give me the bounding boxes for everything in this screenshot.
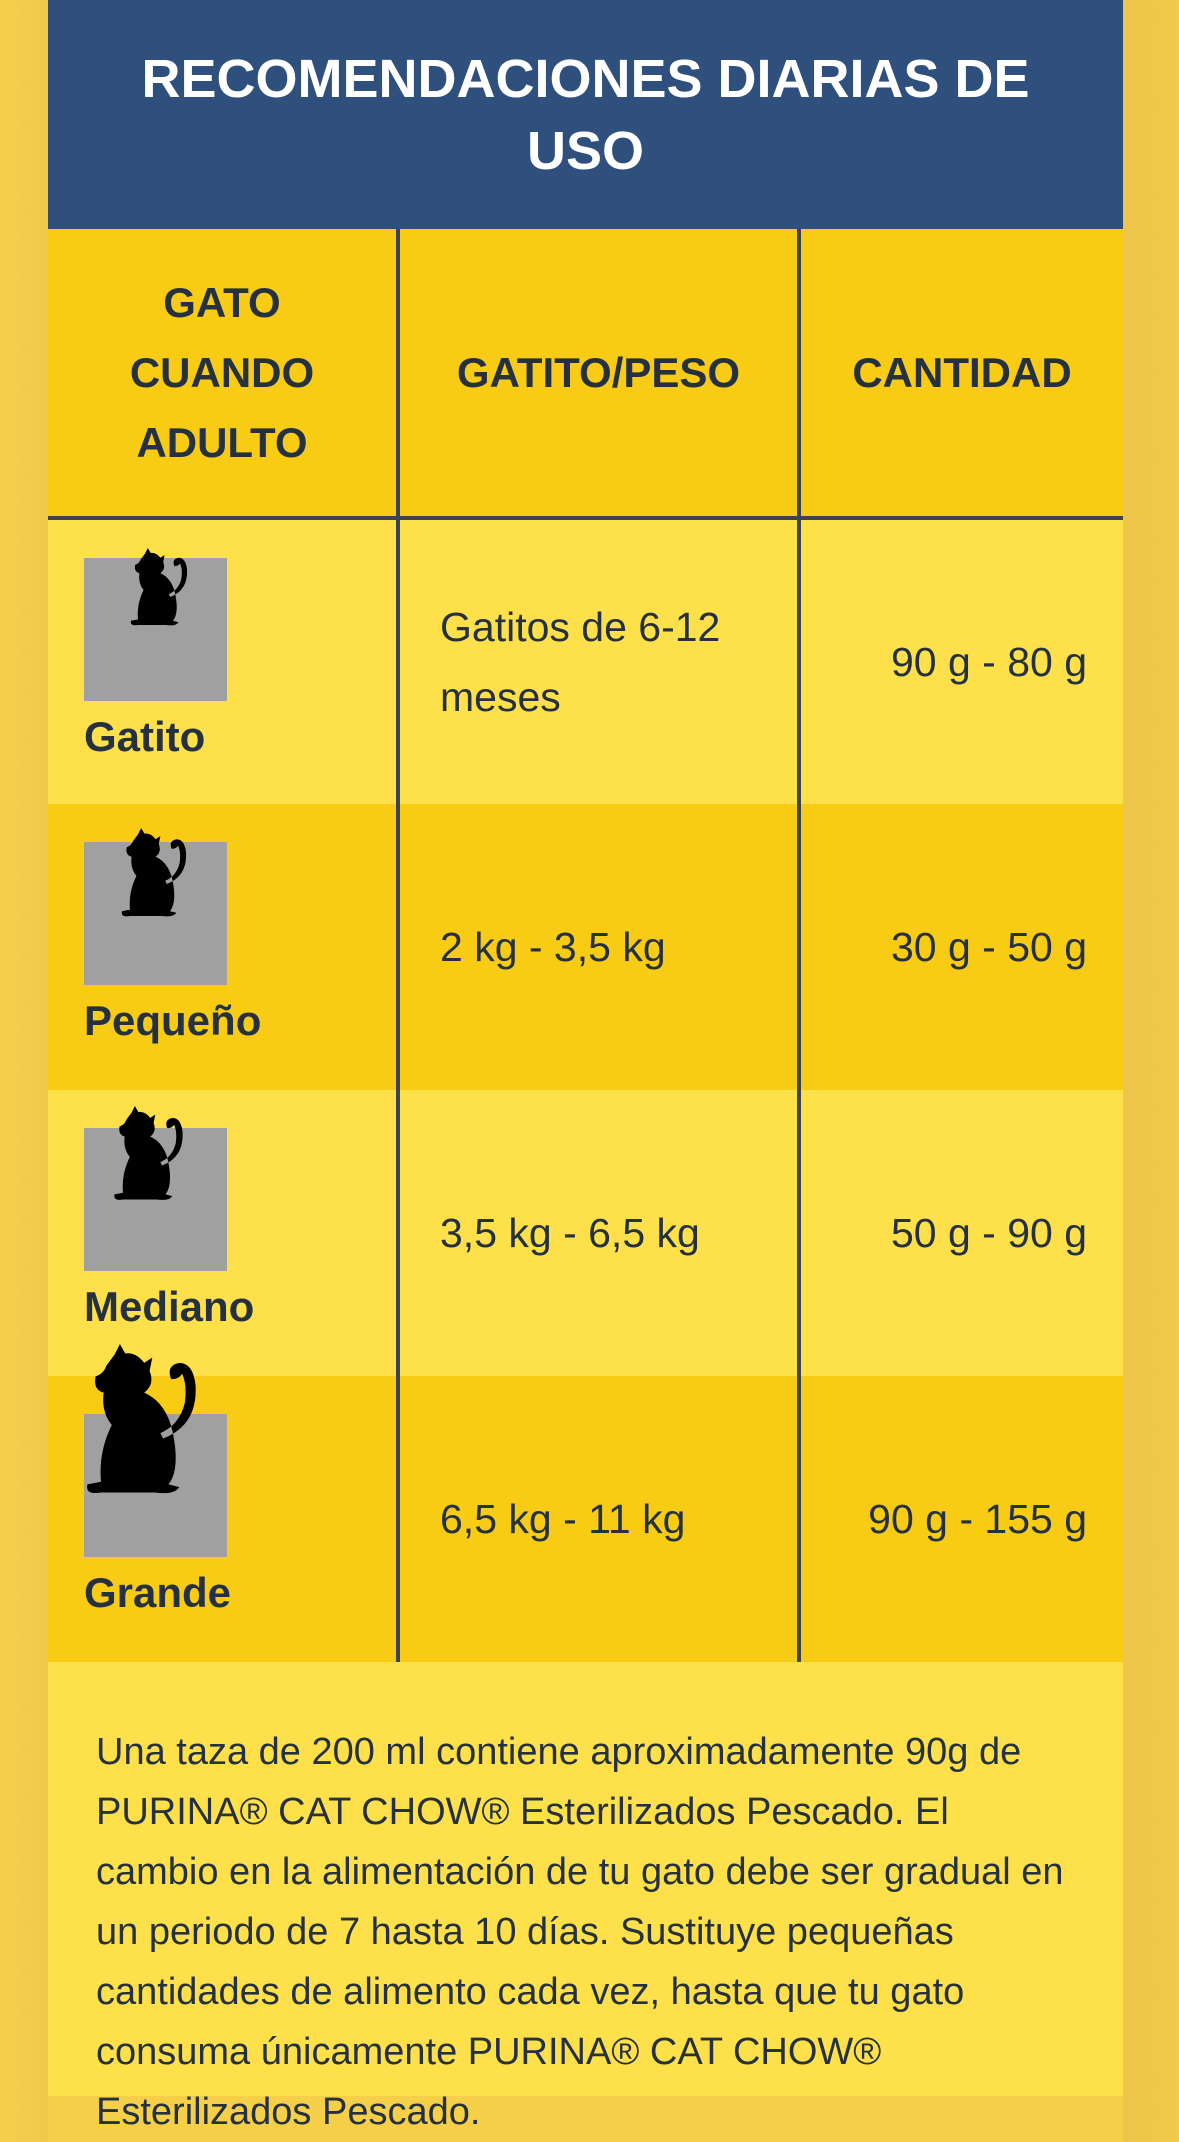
weight-cell: 3,5 kg - 6,5 kg xyxy=(396,1090,799,1376)
cat-type-cell: Mediano xyxy=(48,1090,398,1376)
amount-cell: 30 g - 50 g xyxy=(797,804,1123,1090)
cat-large-icon xyxy=(84,1344,227,1557)
cat-medium-icon xyxy=(84,1106,227,1271)
table-row: Mediano 3,5 kg - 6,5 kg 50 g - 90 g xyxy=(48,1090,1123,1376)
table-row: Gatito Gatitos de 6-12 meses 90 g - 80 g xyxy=(48,518,1123,804)
weight-cell: 6,5 kg - 11 kg xyxy=(396,1376,799,1662)
cat-type-cell: Grande xyxy=(48,1344,398,1662)
amount-cell: 90 g - 155 g xyxy=(797,1376,1123,1662)
section-title: RECOMENDACIONES DIARIAS DE USO xyxy=(48,0,1123,229)
cat-small-icon xyxy=(84,828,227,985)
feeding-note: Una taza de 200 ml contiene aproximadame… xyxy=(96,1731,1064,2133)
cat-type-label: Pequeño xyxy=(84,997,262,1044)
cat-silhouette-icon xyxy=(121,828,187,917)
daily-recommendations-card: RECOMENDACIONES DIARIAS DE USO GATO CUAN… xyxy=(48,0,1123,2133)
table-row: Grande 6,5 kg - 11 kg 90 g - 155 g xyxy=(48,1344,1123,1662)
weight-cell: Gatitos de 6-12 meses xyxy=(396,518,799,804)
cat-kitten-icon xyxy=(84,548,227,701)
cat-type-label: Grande xyxy=(84,1569,232,1616)
amount-cell: 90 g - 80 g xyxy=(797,518,1123,804)
cat-type-label: Gatito xyxy=(84,713,206,760)
cat-silhouette-icon xyxy=(114,1106,183,1200)
cat-type-cell: Pequeño xyxy=(48,804,398,1090)
cat-silhouette-icon xyxy=(130,548,188,626)
header-amount: CANTIDAD xyxy=(797,229,1123,520)
header-adult-cat: GATO CUANDO ADULTO xyxy=(48,229,398,520)
table-header-row: GATO CUANDO ADULTO GATITO/PESO CANTIDAD xyxy=(48,229,1123,520)
table-row: Pequeño 2 kg - 3,5 kg 30 g - 50 g xyxy=(48,804,1123,1090)
cat-type-label: Mediano xyxy=(84,1283,255,1330)
feeding-table: GATO CUANDO ADULTO GATITO/PESO CANTIDAD … xyxy=(48,229,1123,1662)
cat-type-cell: Gatito xyxy=(48,518,398,804)
weight-cell: 2 kg - 3,5 kg xyxy=(396,804,799,1090)
cat-silhouette-icon xyxy=(87,1344,196,1494)
amount-cell: 50 g - 90 g xyxy=(797,1090,1123,1376)
header-weight: GATITO/PESO xyxy=(396,229,799,520)
